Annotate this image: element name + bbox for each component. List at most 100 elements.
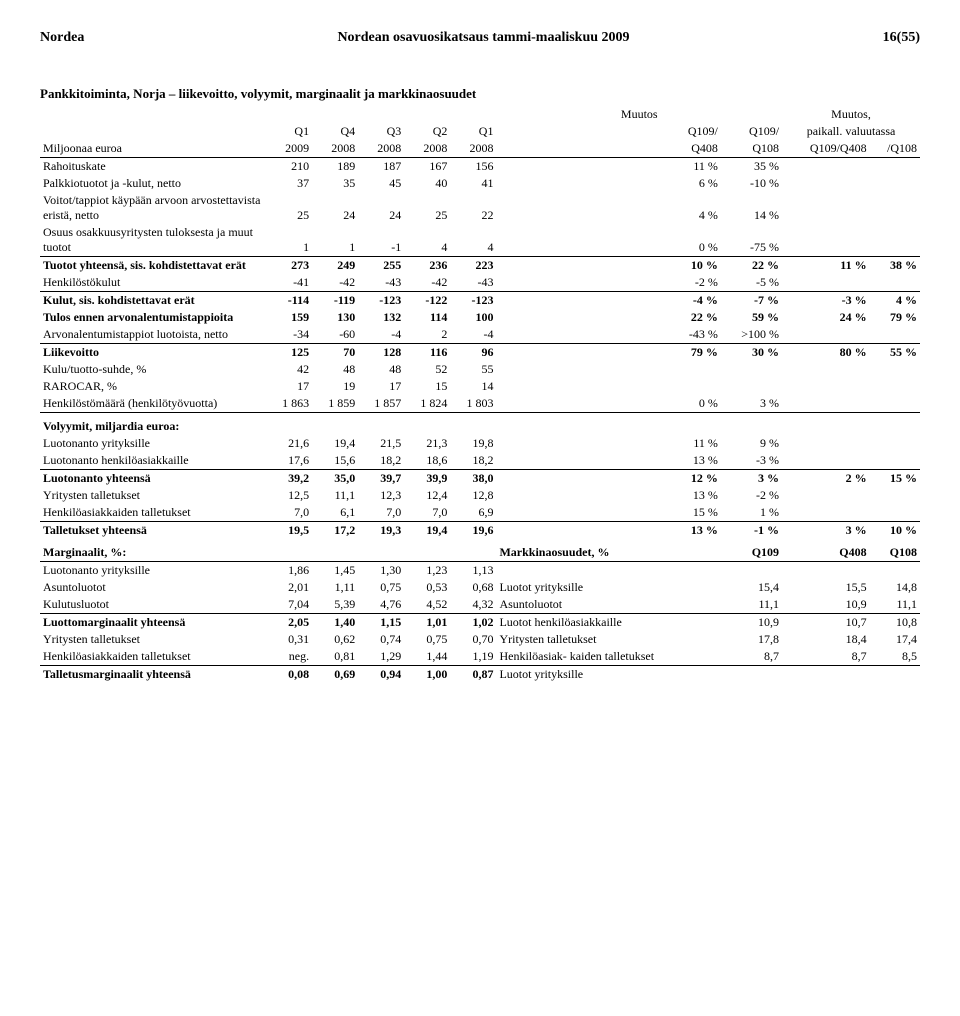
cell: 0,81 bbox=[312, 648, 358, 666]
cell bbox=[870, 435, 920, 452]
cell: 0,31 bbox=[266, 631, 312, 648]
cell: 210 bbox=[266, 158, 312, 176]
cell bbox=[782, 158, 870, 176]
table-row: Henkilöasiakkaiden talletukset7,06,17,07… bbox=[40, 504, 920, 522]
cell: 187 bbox=[358, 158, 404, 176]
cell bbox=[782, 487, 870, 504]
cell: 1,02 bbox=[450, 614, 496, 632]
cell: 2 % bbox=[782, 470, 870, 488]
cell: 116 bbox=[404, 344, 450, 362]
cell: 4,52 bbox=[404, 596, 450, 614]
cell: 45 bbox=[358, 175, 404, 192]
cell: 1,11 bbox=[312, 579, 358, 596]
cell bbox=[721, 562, 782, 580]
table-row: Tuotot yhteensä, sis. kohdistettavat erä… bbox=[40, 257, 920, 275]
cell: 13 % bbox=[496, 452, 720, 470]
cell: 1,44 bbox=[404, 648, 450, 666]
col-paikall: paikall. valuutassa bbox=[782, 123, 920, 140]
cell: 0 % bbox=[496, 395, 720, 413]
table-row: Tulos ennen arvonalentumistappioita15913… bbox=[40, 309, 920, 326]
yq109q408: Q109/Q408 bbox=[782, 140, 870, 158]
cell: 1 859 bbox=[312, 395, 358, 413]
cell bbox=[782, 224, 870, 257]
row-label: Kulut, sis. kohdistettavat erät bbox=[40, 292, 266, 310]
y2009: 2009 bbox=[266, 140, 312, 158]
cell: -43 bbox=[450, 274, 496, 292]
cell: -2 % bbox=[496, 274, 720, 292]
table-row: Yritysten talletukset12,511,112,312,412,… bbox=[40, 487, 920, 504]
cell: 48 bbox=[358, 361, 404, 378]
cell: 1 bbox=[266, 224, 312, 257]
cell: -122 bbox=[404, 292, 450, 310]
volumes-title: Volyymit, miljardia euroa: bbox=[40, 413, 920, 436]
table-row: Asuntoluotot2,011,110,750,530,68Luotot y… bbox=[40, 579, 920, 596]
company-name: Nordea bbox=[40, 30, 84, 46]
cell: 35 % bbox=[721, 158, 782, 176]
table-row: Talletukset yhteensä19,517,219,319,419,6… bbox=[40, 522, 920, 540]
cell: 19,4 bbox=[312, 435, 358, 452]
row-label: Kulutusluotot bbox=[40, 596, 266, 614]
cell: 7,0 bbox=[358, 504, 404, 522]
row-label: Talletukset yhteensä bbox=[40, 522, 266, 540]
cell: 22 % bbox=[721, 257, 782, 275]
cell: 48 bbox=[312, 361, 358, 378]
row-label: Palkkiotuotot ja -kulut, netto bbox=[40, 175, 266, 192]
cell: -75 % bbox=[721, 224, 782, 257]
cell: 4 % bbox=[870, 292, 920, 310]
cell: -4 bbox=[450, 326, 496, 344]
cell: 249 bbox=[312, 257, 358, 275]
cell: -2 % bbox=[721, 487, 782, 504]
cell: -34 bbox=[266, 326, 312, 344]
volumes-title-row: Volyymit, miljardia euroa: bbox=[40, 413, 920, 436]
table-row: Talletusmarginaalit yhteensä0,080,690,94… bbox=[40, 666, 920, 684]
cell: 38,0 bbox=[450, 470, 496, 488]
financial-table: Muutos Muutos, Q1 Q4 Q3 Q2 Q1 Q109/ Q109… bbox=[40, 106, 920, 683]
cell bbox=[870, 224, 920, 257]
cell: 4 % bbox=[496, 192, 720, 224]
cell bbox=[870, 361, 920, 378]
cell: 130 bbox=[312, 309, 358, 326]
cell: 25 bbox=[404, 192, 450, 224]
row-label: Rahoituskate bbox=[40, 158, 266, 176]
cell: 132 bbox=[358, 309, 404, 326]
cell: 18,2 bbox=[358, 452, 404, 470]
cell: 1 824 bbox=[404, 395, 450, 413]
cell: -5 % bbox=[721, 274, 782, 292]
row-label: RAROCAR, % bbox=[40, 378, 266, 395]
cell: 59 % bbox=[721, 309, 782, 326]
table-row: RAROCAR, %1719171514 bbox=[40, 378, 920, 395]
cell: 39,9 bbox=[404, 470, 450, 488]
cell: 1,40 bbox=[312, 614, 358, 632]
cell: 25 bbox=[266, 192, 312, 224]
cell bbox=[782, 666, 870, 684]
cell: 1,23 bbox=[404, 562, 450, 580]
cell: 37 bbox=[266, 175, 312, 192]
cell: 6 % bbox=[496, 175, 720, 192]
market-label: Asuntoluotot bbox=[496, 596, 720, 614]
row-label: Henkilöstömäärä (henkilötyövuotta) bbox=[40, 395, 266, 413]
cell: 0,53 bbox=[404, 579, 450, 596]
cell: 8,5 bbox=[870, 648, 920, 666]
market-q108: Q108 bbox=[870, 539, 920, 562]
y2008d: 2008 bbox=[450, 140, 496, 158]
cell: 14,8 bbox=[870, 579, 920, 596]
cell: 18,2 bbox=[450, 452, 496, 470]
cell: 19 bbox=[312, 378, 358, 395]
cell: 11 % bbox=[496, 158, 720, 176]
page-number: 16(55) bbox=[883, 30, 920, 46]
cell: 1,15 bbox=[358, 614, 404, 632]
cell bbox=[496, 361, 720, 378]
cell bbox=[870, 487, 920, 504]
cell bbox=[870, 158, 920, 176]
cell: 42 bbox=[266, 361, 312, 378]
cell: -1 bbox=[358, 224, 404, 257]
cell: 7,04 bbox=[266, 596, 312, 614]
cell: 40 bbox=[404, 175, 450, 192]
cell bbox=[870, 452, 920, 470]
cell: 24 % bbox=[782, 309, 870, 326]
cell: 167 bbox=[404, 158, 450, 176]
table-row: Osuus osakkuusyritysten tuloksesta ja mu… bbox=[40, 224, 920, 257]
cell: 1 bbox=[312, 224, 358, 257]
cell: neg. bbox=[266, 648, 312, 666]
row-label: Liikevoitto bbox=[40, 344, 266, 362]
